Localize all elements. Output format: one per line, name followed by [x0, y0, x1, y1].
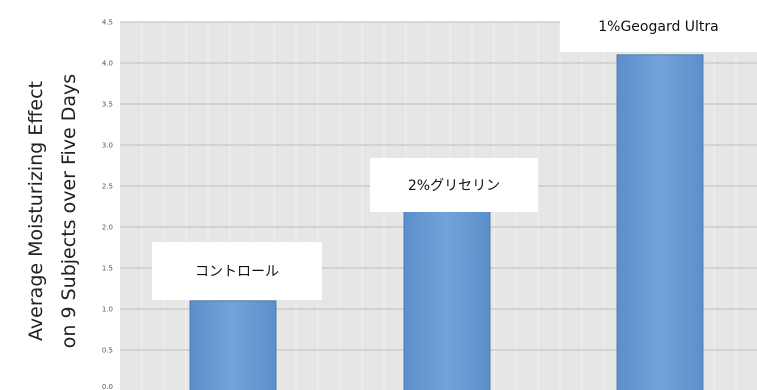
- y-tick-label: 3.0: [102, 142, 113, 150]
- y-tick-label: 2.0: [102, 224, 113, 232]
- y-tick-labels: 0.0 0.5 1.0 1.5 2.0 2.5 3.0 3.5 4.0 4.5: [102, 19, 113, 390]
- y-tick-label: 1.5: [102, 265, 113, 273]
- y-tick-label: 4.5: [102, 19, 113, 27]
- y-tick-label: 4.0: [102, 60, 113, 68]
- bar-label-box: [560, 0, 757, 52]
- bars: [189, 54, 704, 390]
- bar-label: コントロール: [195, 264, 279, 280]
- y-tick-label: 1.0: [102, 306, 113, 314]
- y-tick-label: 0.0: [102, 383, 113, 390]
- y-tick-label: 2.5: [102, 183, 113, 191]
- bar-label: 1%Geogard Ultra: [598, 19, 719, 35]
- bar-labels: コントロール 2%グリセリン 1%Geogard Ultra: [152, 0, 757, 300]
- y-tick-label: 0.5: [102, 347, 113, 355]
- bar: [616, 54, 704, 390]
- y-axis-title-line-1: Average Moisturizing Effect: [25, 81, 47, 341]
- bar-label: 2%グリセリン: [408, 178, 500, 194]
- y-tick-label: 3.5: [102, 101, 113, 109]
- y-axis-title: Average Moisturizing Effect on 9 Subject…: [25, 74, 80, 348]
- y-axis-title-line-2: on 9 Subjects over Five Days: [58, 74, 80, 348]
- bar-label-box: [370, 158, 538, 212]
- bar: [403, 210, 491, 390]
- bar: [189, 300, 277, 390]
- bar-label-box: [152, 242, 322, 300]
